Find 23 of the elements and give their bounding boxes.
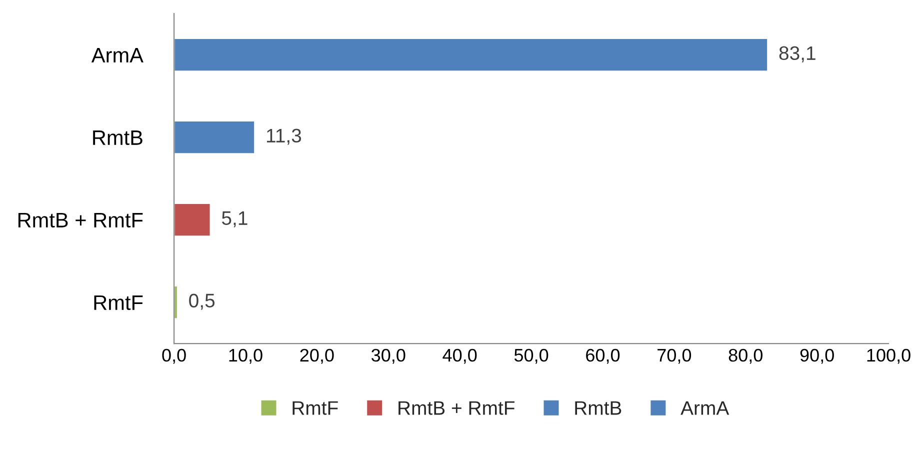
x-tick-label: 70,0 <box>658 348 692 364</box>
y-tick-label: RmtB + RmtF <box>18 213 143 228</box>
x-tick-label: 20,0 <box>300 348 334 364</box>
y-tick-label: RmtB <box>93 130 142 146</box>
x-tick-label: 40,0 <box>442 348 477 364</box>
y-tick-label: ArmA <box>91 48 144 62</box>
y-tick-label: RmtF <box>94 295 143 310</box>
x-tick-label: 60,0 <box>586 348 620 364</box>
x-tick-label: 80,0 <box>728 348 762 364</box>
x-tick-label: 0,0 <box>162 348 186 364</box>
x-tick-label: 100,0 <box>867 348 910 364</box>
x-tick-label: 90,0 <box>800 348 834 364</box>
data-label: 0,5 <box>189 294 215 310</box>
legend-label: ArmA <box>680 401 730 415</box>
legend-label: RmtB + RmtF <box>398 401 514 415</box>
x-tick-label: 30,0 <box>372 348 406 364</box>
legend-label: RmtB <box>575 401 622 415</box>
legend-label: RmtF <box>292 401 338 415</box>
x-tick-label: 50,0 <box>514 348 548 364</box>
data-label: 83,1 <box>779 46 816 62</box>
data-label: 11,3 <box>266 128 302 145</box>
x-tick-label: 10,0 <box>229 348 262 364</box>
data-label: 5,1 <box>222 211 248 228</box>
